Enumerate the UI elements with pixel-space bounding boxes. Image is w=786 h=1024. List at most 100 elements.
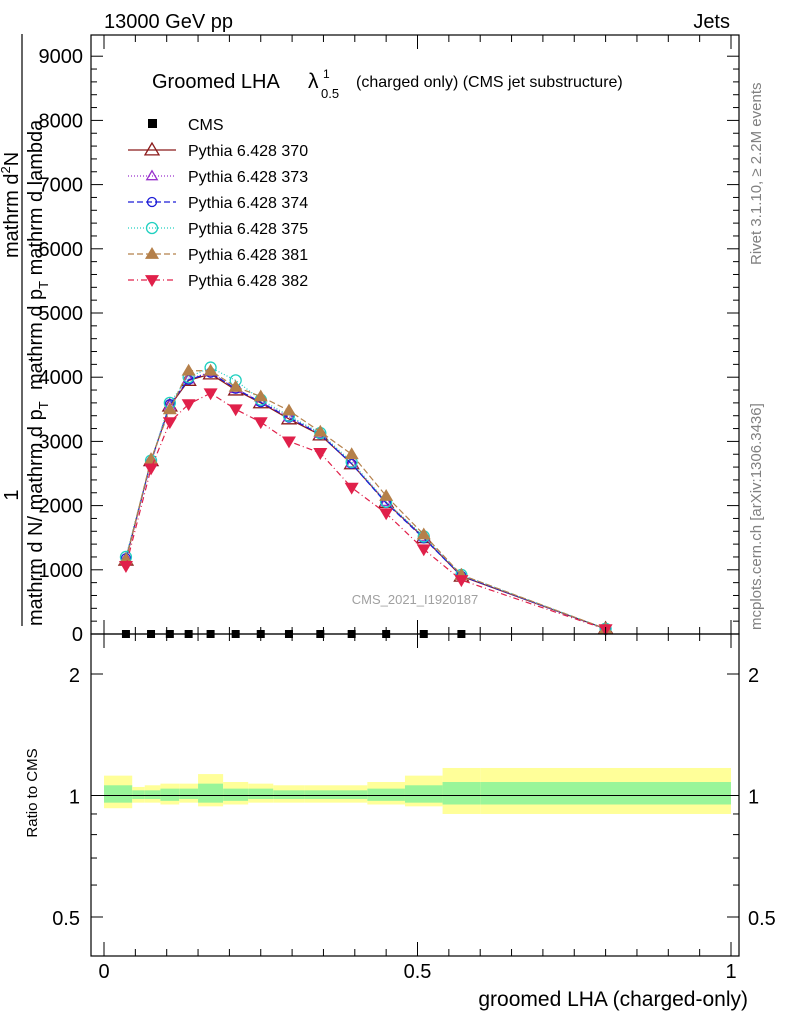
legend-entry-2: Pythia 6.428 373 xyxy=(128,169,308,186)
series-point xyxy=(253,389,268,402)
legend-entry-1: Pythia 6.428 370 xyxy=(128,141,308,160)
legend-entry-3: Pythia 6.428 374 xyxy=(128,195,308,212)
y-axis-label-main: 1 mathrm d N/ mathrm d pT mathrm d2N mat… xyxy=(0,34,51,626)
series-point xyxy=(416,544,431,557)
y-tick-label-ratio-right: 2 xyxy=(748,665,759,687)
ratio-band-green xyxy=(335,790,368,800)
series-line xyxy=(125,373,606,630)
series-point xyxy=(281,436,296,449)
mcplots-reference-label: mcplots.cern.ch [arXiv:1306.3436] xyxy=(748,403,765,630)
y-tick-label-ratio: 2 xyxy=(69,665,80,687)
rivet-version-label: Rivet 3.1.10, ≥ 2.2M events xyxy=(748,83,765,266)
title-sub: 0.5 xyxy=(321,86,339,101)
ratio-uncertainty-bands xyxy=(104,767,731,814)
series-point xyxy=(228,379,243,392)
ylabel-bottom: mathrm d N/ mathrm d pT xyxy=(25,401,51,626)
series-point xyxy=(203,388,218,401)
ratio-band-green xyxy=(223,788,249,801)
legend-marker xyxy=(145,247,159,259)
y-axis-label-ratio: Ratio to CMS xyxy=(24,748,41,837)
ratio-band-green xyxy=(144,790,161,800)
legend-label: Pythia 6.428 381 xyxy=(188,247,308,264)
series-line xyxy=(125,370,606,630)
series-6 xyxy=(118,388,613,637)
series-point xyxy=(344,447,359,460)
series-point xyxy=(313,448,328,460)
ylabel-top: mathrm d2N xyxy=(0,152,23,258)
series-point xyxy=(416,527,431,540)
y-tick-label-ratio-right: 0.5 xyxy=(748,908,776,930)
legend-entry-5: Pythia 6.428 381 xyxy=(128,247,308,264)
ylabel-denom: mathrm d pT mathrm d lambda xyxy=(25,119,51,390)
ratio-band-green xyxy=(198,783,224,803)
series-point xyxy=(181,363,196,376)
legend-marker xyxy=(145,169,159,181)
legend-marker xyxy=(146,196,158,208)
series-layer xyxy=(117,361,614,637)
series-point xyxy=(181,399,196,412)
ratio-band-green xyxy=(480,782,731,805)
legend-entry-4: Pythia 6.428 375 xyxy=(128,221,308,238)
legend-label: Pythia 6.428 370 xyxy=(188,143,308,160)
legend-label: Pythia 6.428 375 xyxy=(188,221,308,238)
header-jets: Jets xyxy=(693,11,730,33)
ratio-band-green xyxy=(160,788,180,801)
ylabel-one: 1 xyxy=(1,489,23,500)
series-point xyxy=(454,575,469,588)
series-point xyxy=(162,402,177,415)
y-tick-label-main: 4000 xyxy=(39,367,84,389)
legend-label: Pythia 6.428 373 xyxy=(188,169,308,186)
legend-cms-label: CMS xyxy=(188,117,224,134)
ratio-band-green xyxy=(179,788,199,800)
analysis-watermark: CMS_2021_I1920187 xyxy=(352,592,479,607)
x-tick-label: 1 xyxy=(725,961,736,983)
ratio-band-green xyxy=(442,782,481,805)
ratio-band-green xyxy=(404,785,443,803)
ratio-band-green xyxy=(104,785,133,803)
y-tick-label-ratio-right: 1 xyxy=(748,787,759,809)
legend-cms-marker xyxy=(148,119,157,128)
x-axis-label: groomed LHA (charged-only) xyxy=(478,988,748,1011)
x-tick-label: 0 xyxy=(98,961,109,983)
series-point xyxy=(162,417,177,430)
legend-entry-6: Pythia 6.428 382 xyxy=(128,273,308,290)
series-point xyxy=(281,403,296,416)
y-tick-label-ratio: 0.5 xyxy=(52,908,80,930)
y-tick-label-main: 9000 xyxy=(39,46,84,68)
plot-title: Groomed LHA λ 1 0.5 (charged only) (CMS … xyxy=(152,67,623,101)
y-tick-label-main: 1000 xyxy=(39,560,84,582)
y-tick-label-main: 0 xyxy=(72,624,83,646)
title-sup: 1 xyxy=(323,67,330,81)
ratio-band-green xyxy=(248,788,274,800)
y-tick-label-main: 2000 xyxy=(39,496,84,518)
series-point xyxy=(379,488,394,501)
legend-marker xyxy=(143,141,161,156)
y-tick-label-main: 7000 xyxy=(39,175,84,197)
legend-marker xyxy=(145,275,159,287)
series-point xyxy=(313,424,328,437)
legend-marker xyxy=(145,221,159,235)
title-main: Groomed LHA xyxy=(152,71,280,93)
series-line xyxy=(125,392,606,630)
header-energy: 13000 GeV pp xyxy=(104,11,233,33)
series-point xyxy=(253,417,268,430)
y-tick-label-main: 8000 xyxy=(39,110,84,132)
y-tick-label-main: 3000 xyxy=(39,431,84,453)
ratio-band-green xyxy=(273,790,305,800)
x-tick-label: 0.5 xyxy=(404,961,432,983)
series-line xyxy=(125,372,606,630)
y-tick-label-main: 6000 xyxy=(39,239,84,261)
ratio-band-green xyxy=(367,788,405,801)
series-point xyxy=(344,482,359,495)
axis-ticks: 0 1000 2000 3000 4000 5000 6000 7000 8000 9000 0.5… xyxy=(39,35,776,983)
series-point xyxy=(379,508,394,521)
series-point xyxy=(228,404,243,417)
series-point xyxy=(118,561,133,573)
y-tick-label-main: 5000 xyxy=(39,303,84,325)
series-point xyxy=(144,463,159,476)
ratio-band-green xyxy=(132,790,145,800)
legend-label: Pythia 6.428 374 xyxy=(188,195,308,212)
y-tick-label-ratio: 1 xyxy=(69,787,80,809)
series-point xyxy=(203,363,218,376)
